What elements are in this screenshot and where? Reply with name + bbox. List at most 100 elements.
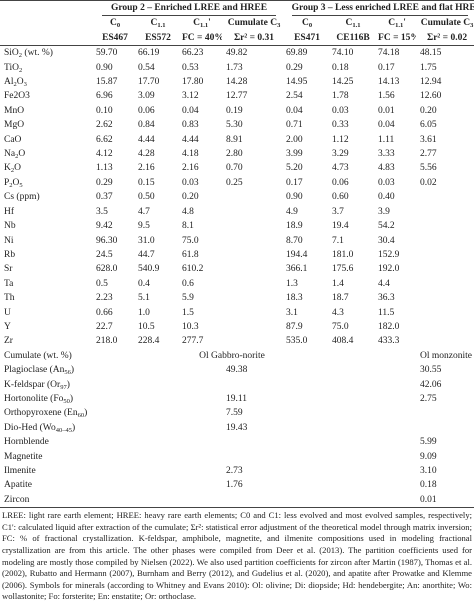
value-cell: 2.23 xyxy=(96,293,113,304)
value-cell: 2.00 xyxy=(286,134,303,145)
value-cell: 175.6 xyxy=(332,264,354,275)
value-cell: 0.90 xyxy=(96,62,113,73)
mineral-row: Zircon 0.01 xyxy=(0,492,474,509)
row-label: TiO2 xyxy=(0,61,92,75)
blank-cell xyxy=(282,492,417,509)
value-cell: 9.42 xyxy=(96,221,113,232)
value-cell: 1.11 xyxy=(378,134,395,145)
row-label: Zircon xyxy=(0,492,92,509)
data-row: Zr 218.0 228.4 277.7 535.0 408.4 433.3 xyxy=(0,334,474,348)
cumulate-name: Ol Gabbro-norite xyxy=(199,350,265,361)
value-cell: 4.4 xyxy=(378,278,390,289)
value-cell: 2.62 xyxy=(96,120,113,131)
value-cell xyxy=(416,219,474,233)
value-cell: 49.38 xyxy=(226,365,248,376)
text-part: Cumulate C xyxy=(227,18,278,29)
value-cell: 228.4 xyxy=(138,336,160,347)
blank-cell xyxy=(282,406,416,420)
data-row: Al2O3 15.87 17.70 17.80 14.28 14.95 14.25 14.13… xyxy=(0,75,474,89)
value-cell: 87.9 xyxy=(286,321,303,332)
value-cell: 0.71 xyxy=(286,120,303,131)
value-cell: 0.04 xyxy=(286,105,303,116)
value-cell: 1.13 xyxy=(96,163,113,174)
text-part: 2 xyxy=(13,81,17,89)
sample-header: ES467 xyxy=(92,30,134,47)
text-part: 3 xyxy=(470,22,474,30)
group-header-row: Group 2 – Enriched LREE and HREE Group 3 … xyxy=(0,0,474,17)
text-part: Plagioclase (An xyxy=(4,365,65,376)
value-cell: 3.61 xyxy=(420,134,437,145)
column-header: C0 xyxy=(92,16,134,30)
text-part: O xyxy=(18,149,26,160)
value-cell: 0.84 xyxy=(138,120,155,131)
value-cell: 0.29 xyxy=(96,177,113,188)
value-cell: 4.12 xyxy=(96,149,113,160)
text-part: MnO xyxy=(4,105,25,116)
column-header: C1.1' xyxy=(374,16,416,30)
value-cell: 0.17 xyxy=(286,177,303,188)
value-cell: 1.75 xyxy=(420,62,437,73)
value-cell xyxy=(416,306,474,320)
value-cell: 49.82 xyxy=(226,48,248,59)
text-part: C xyxy=(388,18,396,29)
value-cell: 0.4 xyxy=(138,278,150,289)
text-part: ) xyxy=(72,422,76,433)
value-cell: 4.44 xyxy=(138,134,155,145)
value-cell: 1.4 xyxy=(332,278,344,289)
row-label: Sr xyxy=(0,262,92,276)
value-cell: 2.54 xyxy=(286,91,303,102)
text-part: U xyxy=(4,307,11,318)
row-label: Apatite xyxy=(0,478,92,492)
text-part: 1.1 xyxy=(395,22,404,30)
value-cell: 22.7 xyxy=(96,321,113,332)
value-cell: 0.53 xyxy=(182,62,199,73)
value-cell: 3.5 xyxy=(96,206,108,217)
sample-header: Σr² = 0.02 xyxy=(416,30,474,47)
text-part: Sr xyxy=(4,264,13,275)
value-cell: 19.4 xyxy=(332,221,349,232)
row-label: P2O5 xyxy=(0,176,92,190)
text-part: C xyxy=(301,18,309,29)
value-cell: 4.3 xyxy=(332,307,344,318)
value-cell xyxy=(222,492,283,509)
value-cell: 6.05 xyxy=(420,120,437,131)
text-part: 97 xyxy=(60,383,67,391)
value-cell: 18.9 xyxy=(286,221,303,232)
value-cell: 1.73 xyxy=(226,62,243,73)
value-cell: 3.99 xyxy=(286,149,303,160)
text-part: 2 xyxy=(18,66,23,74)
text-part: Fe2O3 xyxy=(4,91,30,102)
value-cell xyxy=(416,334,474,348)
value-cell xyxy=(416,234,474,248)
value-cell xyxy=(222,291,282,305)
column-header: Cumulate C3 xyxy=(222,16,282,30)
value-cell: 2.75 xyxy=(420,393,437,404)
value-cell: 4.9 xyxy=(286,206,298,217)
value-cell: 24.5 xyxy=(96,249,113,260)
value-cell: 5.99 xyxy=(420,437,437,448)
value-cell: 3.9 xyxy=(378,206,390,217)
text-part: 5 xyxy=(19,181,23,189)
value-cell: 54.2 xyxy=(378,221,395,232)
row-label: Cs (ppm) xyxy=(0,190,92,204)
row-label: CaO xyxy=(0,133,92,147)
value-cell: 48.15 xyxy=(420,48,442,59)
value-cell: 42.06 xyxy=(420,379,442,390)
value-cell xyxy=(416,406,474,420)
value-cell: 10.5 xyxy=(138,321,155,332)
value-cell: 12.94 xyxy=(420,77,442,88)
row-label: Ni xyxy=(0,234,92,248)
text-part: 0 xyxy=(308,22,313,30)
value-cell: 17.80 xyxy=(182,77,204,88)
text-part: ) xyxy=(70,365,75,376)
data-row: Th 2.23 5.1 5.9 18.3 18.7 36.3 xyxy=(0,291,474,305)
row-label: Orthopyroxene (En60) xyxy=(0,406,92,420)
value-cell: 0.18 xyxy=(332,62,349,73)
value-cell xyxy=(222,320,282,334)
text-part: 50 xyxy=(63,397,70,405)
value-cell: 0.33 xyxy=(332,120,349,131)
text-part: Hornblende xyxy=(4,437,49,448)
sample-row: ES467 ES572 FC = 40% Σr² = 0.31 ES471 CE116B F… xyxy=(0,30,474,47)
value-cell: 14.25 xyxy=(332,77,354,88)
text-part: O xyxy=(14,163,21,174)
